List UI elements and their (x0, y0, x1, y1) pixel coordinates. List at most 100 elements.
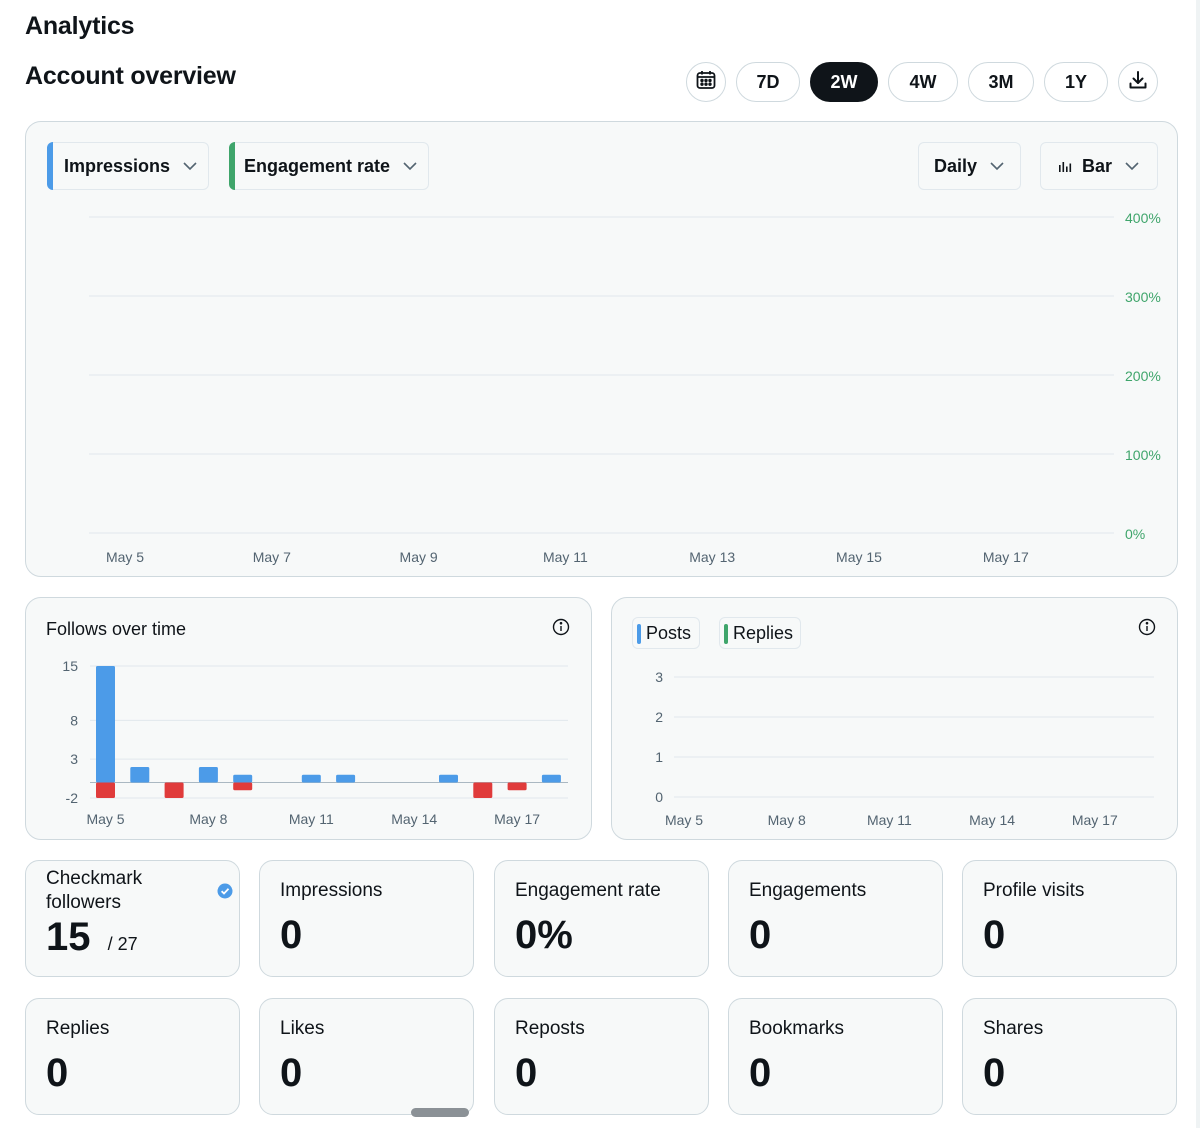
x-tick-label: May 5 (86, 811, 124, 827)
follow-bar (233, 774, 253, 783)
calendar-button[interactable] (686, 62, 726, 102)
stat-card-profile-visits[interactable]: Profile visits 0 (962, 860, 1177, 977)
stat-label: Profile visits (983, 880, 1085, 901)
unfollow-bar (507, 782, 527, 791)
x-tick-label: May 17 (1072, 812, 1118, 828)
stat-card-shares[interactable]: Shares 0 (962, 998, 1177, 1115)
x-tick-label: May 11 (867, 812, 912, 828)
main-chart-plot: 400% 300% 200% 100% 0% May 5 May 7 May 9 May 11 M… (89, 210, 1161, 565)
metric-secondary-select[interactable]: Engagement rate (229, 142, 429, 190)
stat-suffix: / 27 (107, 934, 138, 954)
legend-replies[interactable]: Replies (719, 617, 801, 649)
range-3m-button[interactable]: 3M (968, 62, 1034, 102)
stat-label: Likes (280, 1018, 325, 1039)
y-tick-label: -2 (66, 790, 79, 806)
metric-primary-select[interactable]: Impressions (47, 142, 209, 190)
stat-value: 0% (515, 913, 573, 957)
unfollow-bar (96, 782, 115, 798)
calendar-icon (695, 69, 717, 96)
scroll-handle[interactable] (411, 1108, 469, 1117)
x-tick-label: May 14 (391, 811, 437, 827)
stat-card-impressions[interactable]: Impressions 0 (259, 860, 474, 977)
stat-value: 0 (515, 1051, 538, 1095)
follow-bar (336, 774, 356, 783)
y-tick-label: 400% (1125, 210, 1161, 226)
stat-label: Shares (983, 1018, 1044, 1039)
stat-label: Engagement rate (515, 880, 661, 901)
chevron-down-icon (402, 161, 418, 171)
metric-primary-label: Impressions (64, 155, 171, 176)
x-tick-label: May 17 (983, 549, 1029, 565)
stat-value: 0 (749, 913, 772, 957)
stat-label: Replies (46, 1018, 110, 1039)
legend-posts[interactable]: Posts (632, 617, 700, 649)
follow-bar (96, 666, 115, 783)
x-tick-label: May 15 (836, 549, 882, 565)
y-tick-label: 1 (655, 749, 663, 765)
chevron-down-icon (182, 161, 198, 171)
unfollow-bar (233, 782, 253, 791)
main-chart-card: Impressions Engagement rate Daily Bar 40… (25, 121, 1178, 577)
x-tick-label: May 5 (106, 549, 144, 565)
impressions-color-marker (47, 142, 53, 190)
interval-select[interactable]: Daily (918, 142, 1021, 190)
stat-label: Checkmark followers (46, 868, 143, 913)
range-1y-button[interactable]: 1Y (1044, 62, 1108, 102)
y-tick-label: 0% (1125, 526, 1145, 542)
follow-bar (198, 766, 218, 783)
x-tick-label: May 17 (494, 811, 540, 827)
stat-card-replies[interactable]: Replies 0 (25, 998, 240, 1115)
info-icon[interactable] (552, 618, 570, 641)
verified-badge-icon (217, 883, 233, 904)
x-tick-label: May 8 (189, 811, 227, 827)
download-button[interactable] (1118, 62, 1158, 102)
posts-replies-card: Posts Replies 3 2 1 0 May 5 May 8 May 11 May 14… (611, 597, 1178, 840)
x-tick-label: May 8 (768, 812, 806, 828)
stat-card-engagement-rate[interactable]: Engagement rate 0% (494, 860, 709, 977)
follow-bar (541, 774, 561, 783)
y-tick-label: 200% (1125, 368, 1161, 384)
stat-value: 0 (749, 1051, 772, 1095)
chevron-down-icon (1124, 161, 1140, 171)
stat-value: 0 (983, 913, 1006, 957)
stat-card-engagements[interactable]: Engagements 0 (728, 860, 943, 977)
y-tick-label: 100% (1125, 447, 1161, 463)
stat-label: Impressions (280, 880, 383, 901)
chart-type-label: Bar (1082, 155, 1113, 176)
info-icon[interactable] (1138, 618, 1156, 641)
legend-posts-label: Posts (646, 622, 692, 643)
x-tick-label: May 13 (689, 549, 735, 565)
stat-card-reposts[interactable]: Reposts 0 (494, 998, 709, 1115)
follows-chart-plot: 15 8 3 -2 May 5 May 8 May 11 May 14 May 17 (62, 658, 568, 827)
chevron-down-icon (989, 161, 1005, 171)
page-title: Analytics (25, 12, 135, 40)
y-tick-label: 300% (1125, 289, 1161, 305)
y-tick-label: 3 (70, 751, 78, 767)
x-tick-label: May 11 (289, 811, 334, 827)
stat-value: 15 / 27 (46, 915, 138, 960)
stat-card-bookmarks[interactable]: Bookmarks 0 (728, 998, 943, 1115)
chart-type-select[interactable]: Bar (1040, 142, 1158, 190)
follows-card-title: Follows over time (46, 619, 187, 639)
follow-bar (301, 774, 321, 783)
bar-chart-icon (1058, 159, 1072, 173)
x-tick-label: May 7 (253, 549, 291, 565)
y-tick-label: 3 (655, 669, 663, 685)
range-7d-button[interactable]: 7D (736, 62, 800, 102)
stat-card-likes[interactable]: Likes 0 (259, 998, 474, 1115)
stat-value: 0 (280, 1051, 303, 1095)
stat-value: 0 (46, 1051, 69, 1095)
y-tick-label: 15 (62, 658, 78, 674)
metric-secondary-label: Engagement rate (244, 155, 391, 176)
posts-color-marker (637, 624, 641, 644)
x-tick-label: May 11 (543, 549, 588, 565)
x-tick-label: May 14 (969, 812, 1015, 828)
range-4w-button[interactable]: 4W (888, 62, 958, 102)
stat-card-checkmark-followers[interactable]: Checkmark followers 15 / 27 (25, 860, 240, 977)
follows-over-time-card: Follows over time 15 8 3 -2 May 5 May 8 May 11… (25, 597, 592, 840)
unfollow-bar (164, 782, 184, 798)
range-2w-button[interactable]: 2W (810, 62, 878, 102)
x-tick-label: May 5 (665, 812, 703, 828)
stat-number: 15 (46, 915, 91, 959)
